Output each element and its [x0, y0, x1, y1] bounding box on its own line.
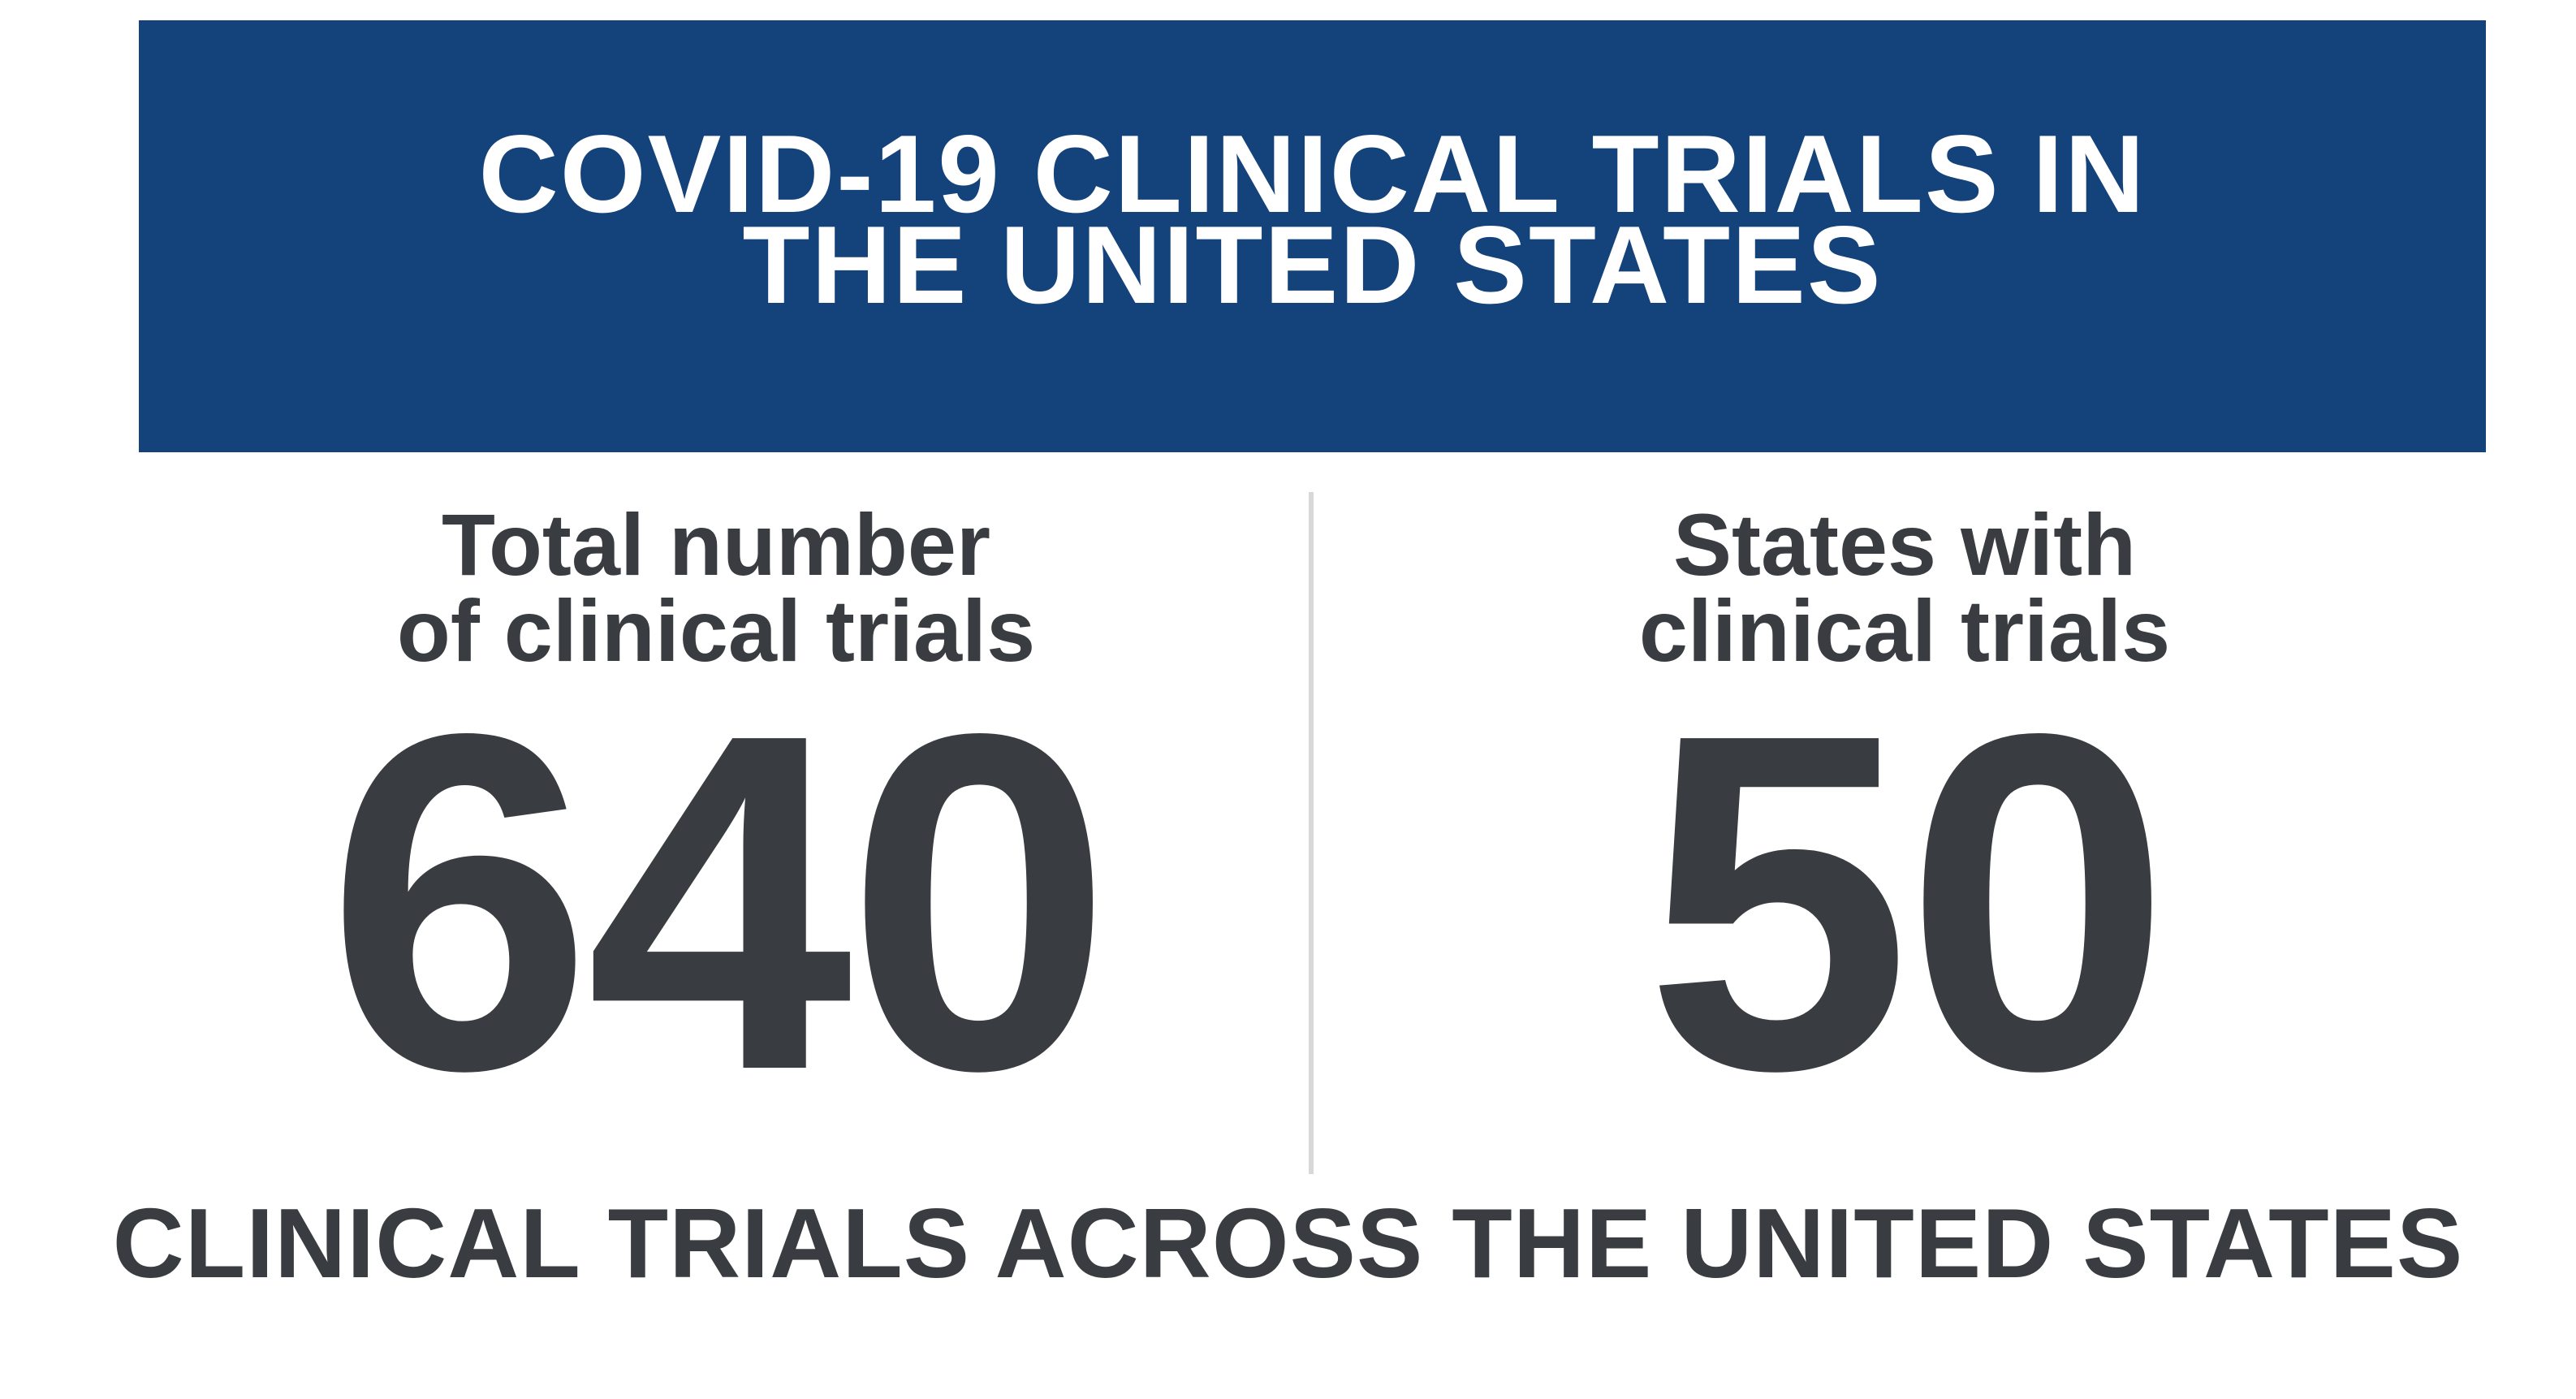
stat-total-trials: Total number of clinical trials 640	[139, 495, 1293, 1170]
stat-value: 50	[1644, 635, 2171, 1170]
vertical-divider	[1309, 492, 1314, 1174]
banner-title: COVID-19 CLINICAL TRIALS IN THE UNITED S…	[478, 112, 2147, 344]
stat-states: States with clinical trials 50	[1323, 495, 2486, 1170]
banner-title-line-1: COVID-19 CLINICAL TRIALS IN	[478, 112, 2147, 235]
stat-value: 640	[326, 635, 1112, 1170]
stat-label-line-2: clinical trials	[1638, 581, 2171, 680]
stat-label-line-2: of clinical trials	[396, 581, 1036, 680]
stat-label: Total number of clinical trials	[139, 495, 1293, 680]
title-banner: COVID-19 CLINICAL TRIALS IN THE UNITED S…	[139, 20, 2486, 452]
footer-caption: CLINICAL TRIALS ACROSS THE UNITED STATES	[112, 1188, 2464, 1298]
stat-label-line-1: Total number	[441, 495, 990, 594]
stat-label: States with clinical trials	[1323, 495, 2486, 680]
banner-title-line-2: THE UNITED STATES	[742, 203, 1883, 326]
stat-label-line-1: States with	[1672, 495, 2137, 594]
